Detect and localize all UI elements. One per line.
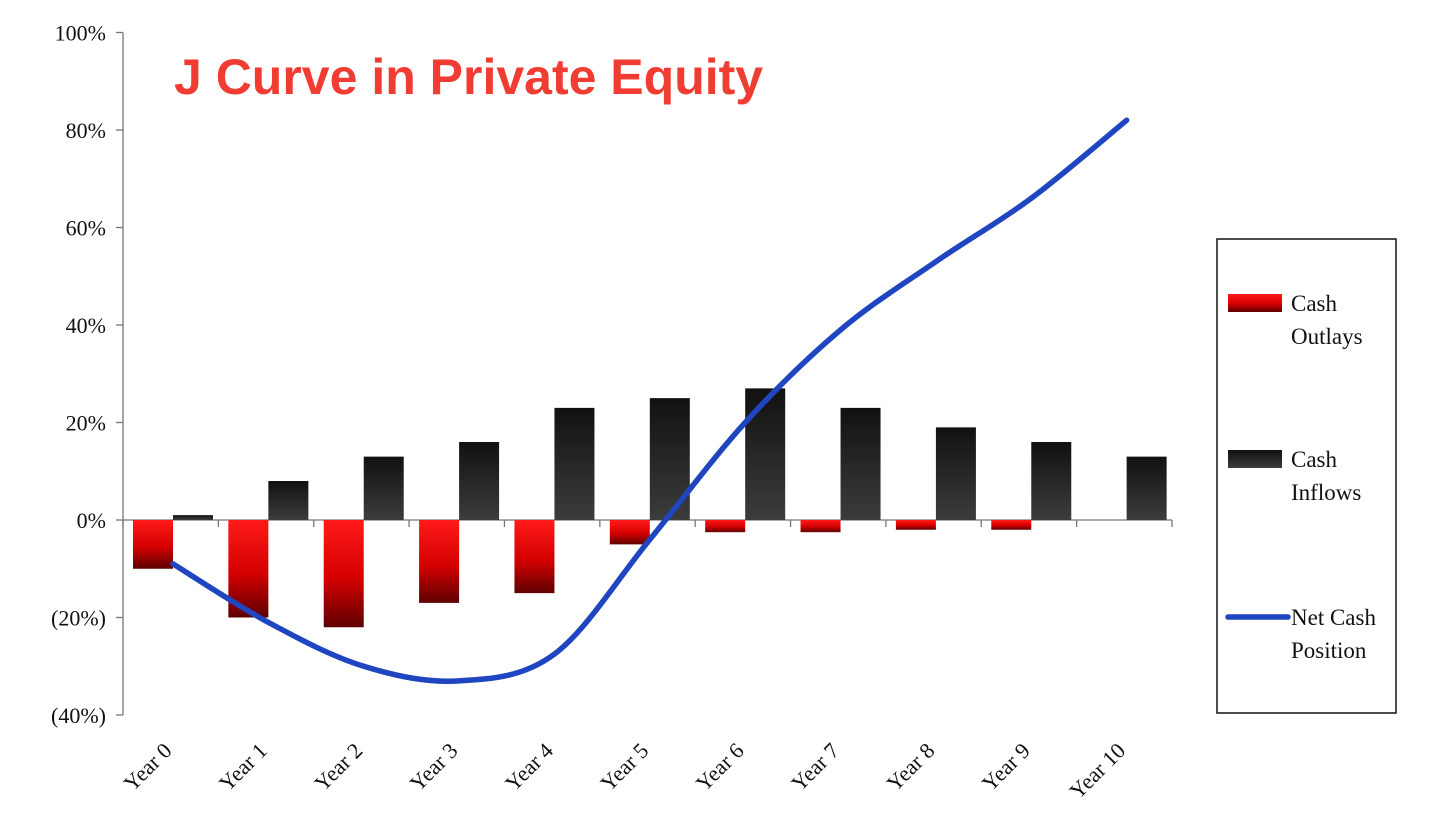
- bar-cash-inflows: [554, 407, 595, 520]
- legend-item-net-cash-position-label: Net Cash: [1291, 605, 1376, 630]
- bar-cash-outlays: [895, 520, 936, 530]
- net-cash-position-line: [170, 117, 1130, 684]
- bar-cash-inflows: [1031, 442, 1072, 520]
- bar-cash-outlays: [133, 520, 173, 569]
- y-tick-label: 20%: [66, 411, 106, 436]
- x-tick-label: Year 2: [309, 738, 367, 796]
- bar-cash-outlays: [991, 520, 1032, 530]
- bar-cash-outlays: [609, 520, 650, 545]
- y-tick-label: 0%: [77, 508, 106, 533]
- legend: Cash Outlays Cash Inflows Net Cash Position: [1216, 238, 1397, 714]
- bar-cash-outlays: [323, 520, 364, 628]
- legend-item-net-cash-position-label: Position: [1291, 638, 1367, 663]
- bar-cash-inflows: [268, 481, 309, 520]
- y-tick-label: 60%: [66, 216, 106, 241]
- axes: [116, 31, 1173, 716]
- legend-item-cash-outlays-swatch: [1228, 294, 1282, 312]
- x-tick-label: Year 7: [786, 738, 844, 796]
- x-tick-label: Year 10: [1064, 738, 1130, 804]
- y-tick-label: 40%: [66, 313, 106, 338]
- bar-cash-inflows: [649, 398, 690, 520]
- x-tick-label: Year 3: [405, 738, 463, 796]
- bar-cash-outlays: [419, 520, 460, 603]
- y-tick-label: 100%: [55, 21, 106, 46]
- bar-cash-inflows: [745, 388, 786, 520]
- legend-item-cash-inflows-label: Cash: [1291, 447, 1338, 472]
- bar-cash-inflows: [173, 515, 213, 520]
- legend-item-cash-outlays-label: Cash: [1291, 291, 1338, 316]
- x-tick-label: Year 9: [977, 738, 1035, 796]
- bar-cash-outlays: [800, 520, 841, 533]
- legend-item-cash-inflows-swatch: [1228, 450, 1282, 468]
- legend-item-cash-outlays-label: Outlays: [1291, 324, 1363, 349]
- chart-title: J Curve in Private Equity: [174, 49, 764, 105]
- bar-cash-inflows: [363, 456, 404, 520]
- bar-cash-inflows: [459, 442, 500, 520]
- x-tick-label: Year 5: [595, 738, 653, 796]
- net-cash-line-layer: [170, 117, 1130, 684]
- x-tick-label: Year 8: [881, 738, 939, 796]
- bar-cash-inflows: [1126, 456, 1167, 520]
- legend-item-cash-inflows-label: Inflows: [1291, 480, 1361, 505]
- bar-cash-outlays: [514, 520, 555, 594]
- bars: [133, 388, 1167, 628]
- x-tick-label: Year 1: [214, 738, 272, 796]
- bar-cash-inflows: [840, 407, 881, 520]
- y-tick-label: (40%): [51, 703, 106, 728]
- y-tick-label: 80%: [66, 118, 106, 143]
- legend-box: [1216, 238, 1397, 714]
- x-tick-label: Year 4: [500, 738, 558, 796]
- bar-cash-inflows: [935, 427, 976, 520]
- bar-cash-outlays: [705, 520, 746, 533]
- y-tick-label: (20%): [51, 606, 106, 631]
- x-tick-label: Year 6: [691, 738, 749, 796]
- x-tick-label: Year 0: [119, 738, 177, 796]
